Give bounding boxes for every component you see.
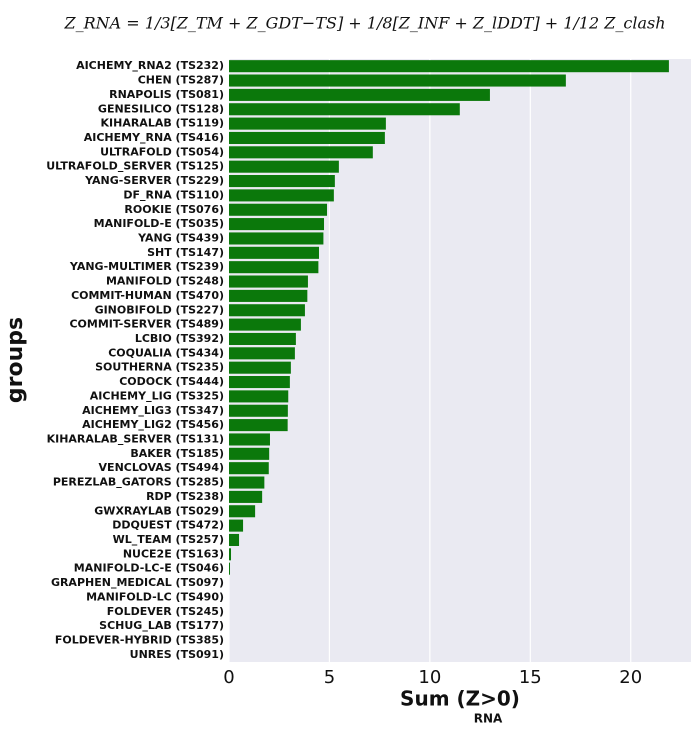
bar bbox=[229, 318, 301, 331]
y-tick-label: LCBIO (TS392) bbox=[135, 332, 224, 345]
y-tick-label: AICHEMY_LIG (TS325) bbox=[90, 389, 224, 402]
bar bbox=[229, 347, 295, 360]
bar bbox=[229, 505, 256, 518]
y-tick-label: FOLDEVER (TS245) bbox=[107, 605, 224, 618]
y-tick-label: MANIFOLD-LC (TS490) bbox=[86, 590, 224, 603]
y-tick-label: ULTRAFOLD_SERVER (TS125) bbox=[46, 160, 224, 173]
y-tick-label: DDQUEST (TS472) bbox=[112, 519, 224, 532]
x-axis-label-sub: RNA bbox=[474, 712, 503, 726]
bar bbox=[229, 361, 291, 374]
bar bbox=[229, 390, 289, 403]
y-tick-label: YANG-MULTIMER (TS239) bbox=[69, 260, 224, 273]
bar bbox=[229, 490, 263, 503]
y-tick-label: DF_RNA (TS110) bbox=[123, 188, 224, 201]
y-tick-label: ULTRAFOLD (TS054) bbox=[100, 145, 224, 158]
y-tick-label: COMMIT-HUMAN (TS470) bbox=[71, 289, 224, 302]
bar bbox=[229, 476, 265, 489]
y-tick-label: YANG (TS439) bbox=[137, 231, 224, 244]
y-tick-label: SCHUG_LAB (TS177) bbox=[99, 619, 224, 632]
y-tick-label: MANIFOLD-E (TS035) bbox=[94, 217, 224, 230]
y-tick-label: ROOKIE (TS076) bbox=[124, 203, 224, 216]
bar bbox=[229, 246, 319, 259]
bar bbox=[229, 88, 490, 101]
y-tick-label: SOUTHERNA (TS235) bbox=[95, 361, 224, 374]
y-tick-label: YANG-SERVER (TS229) bbox=[84, 174, 224, 187]
y-tick-label: UNRES (TS091) bbox=[130, 648, 224, 661]
chart-title: Z_RNA = 1/3[Z_TM + Z_GDT−TS] + 1/8[Z_INF… bbox=[63, 14, 665, 33]
bar bbox=[229, 131, 385, 144]
bar bbox=[229, 232, 324, 245]
y-tick-label: CHEN (TS287) bbox=[138, 74, 224, 87]
bar bbox=[229, 175, 335, 188]
bar bbox=[229, 160, 339, 173]
bar bbox=[229, 433, 270, 446]
x-tick-label: 5 bbox=[324, 667, 335, 688]
bar bbox=[229, 419, 288, 432]
y-tick-label: FOLDEVER-HYBRID (TS385) bbox=[55, 633, 224, 646]
bar bbox=[229, 562, 231, 575]
y-tick-label: AICHEMY_RNA2 (TS232) bbox=[76, 59, 224, 72]
y-tick-label: AICHEMY_LIG2 (TS456) bbox=[82, 418, 224, 431]
bar bbox=[229, 60, 669, 73]
bar bbox=[229, 304, 305, 317]
bar bbox=[229, 462, 269, 475]
x-tick-label: 10 bbox=[418, 667, 441, 688]
y-tick-label: KIHARALAB_SERVER (TS131) bbox=[47, 432, 224, 445]
y-tick-label: BAKER (TS185) bbox=[130, 447, 224, 460]
y-tick-label: COQUALIA (TS434) bbox=[108, 346, 224, 359]
x-tick-label: 15 bbox=[519, 667, 542, 688]
y-tick-label: AICHEMY_RNA (TS416) bbox=[84, 131, 224, 144]
x-tick-label: 0 bbox=[223, 667, 234, 688]
bar bbox=[229, 519, 244, 532]
y-tick-label: CODOCK (TS444) bbox=[119, 375, 224, 388]
bar bbox=[229, 74, 566, 87]
y-tick-label: PEREZLAB_GATORS (TS285) bbox=[53, 476, 224, 489]
y-tick-label: SHT (TS147) bbox=[147, 246, 224, 259]
y-tick-label: WL_TEAM (TS257) bbox=[113, 533, 224, 546]
bar bbox=[229, 146, 373, 159]
bar bbox=[229, 261, 319, 274]
y-tick-label: GWXRAYLAB (TS029) bbox=[94, 504, 224, 517]
bar bbox=[229, 103, 460, 116]
bar bbox=[229, 275, 308, 288]
x-tick-label: 20 bbox=[619, 667, 642, 688]
bar bbox=[229, 289, 308, 302]
y-tick-label: KIHARALAB (TS119) bbox=[101, 117, 225, 130]
y-tick-label: RDP (TS238) bbox=[146, 490, 224, 503]
y-tick-label: COMMIT-SERVER (TS489) bbox=[69, 318, 224, 331]
y-axis-label: groups bbox=[3, 317, 28, 403]
bar bbox=[229, 447, 270, 460]
y-tick-label: MANIFOLD-LC-E (TS046) bbox=[74, 562, 224, 575]
bar bbox=[229, 548, 232, 561]
bar bbox=[229, 533, 240, 546]
plot-area bbox=[229, 59, 691, 662]
x-axis-label: Sum (Z>0) bbox=[400, 687, 520, 711]
y-tick-label: GINOBIFOLD (TS227) bbox=[95, 303, 224, 316]
y-tick-label: MANIFOLD (TS248) bbox=[106, 275, 224, 288]
y-tick-label: GRAPHEN_MEDICAL (TS097) bbox=[51, 576, 224, 589]
y-tick-label: AICHEMY_LIG3 (TS347) bbox=[82, 404, 224, 417]
bar bbox=[229, 189, 334, 202]
bar bbox=[229, 203, 328, 216]
y-tick-label: NUCE2E (TS163) bbox=[123, 547, 224, 560]
bar bbox=[229, 117, 386, 130]
bar bbox=[229, 218, 325, 231]
bar bbox=[229, 376, 290, 389]
bar bbox=[229, 332, 296, 345]
y-tick-label: GENESILICO (TS128) bbox=[98, 102, 224, 115]
bar bbox=[229, 404, 288, 417]
y-tick-label: RNAPOLIS (TS081) bbox=[109, 88, 224, 101]
y-tick-label: VENCLOVAS (TS494) bbox=[99, 461, 224, 474]
